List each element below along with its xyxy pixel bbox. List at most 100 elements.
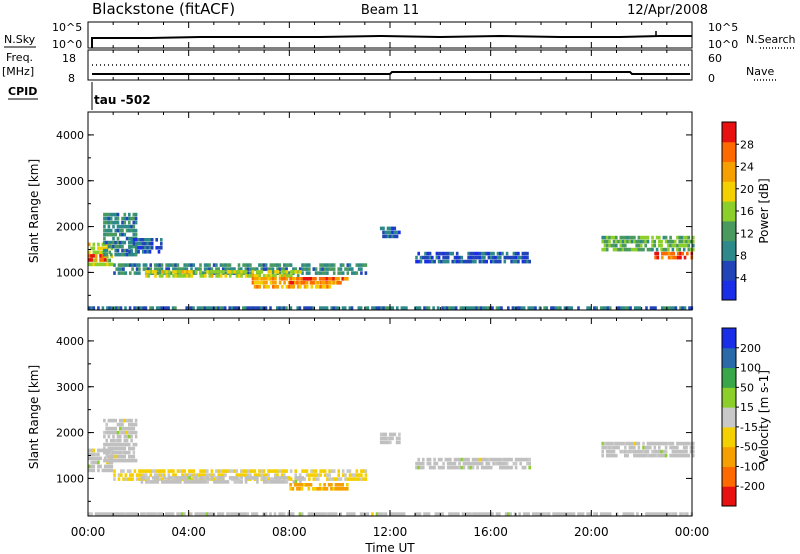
velocity-cell [655,453,659,458]
velocity-cell [341,469,345,473]
velocity-cell [384,512,388,516]
power-cell [106,262,109,267]
velocity-cell [258,469,261,473]
velocity-cell [271,477,275,481]
power-cell [426,259,430,264]
power-cell [199,263,202,267]
velocity-cell [119,418,122,423]
velocity-cell [586,512,589,516]
velocity-cell [494,461,497,466]
velocity-cell [382,512,385,516]
power-cell [498,306,501,310]
power-cell [663,251,666,256]
velocity-cell [314,473,318,477]
velocity-cell [608,449,611,454]
power-cell [323,263,327,267]
power-cell [293,281,297,285]
power-cell [522,306,526,310]
power-cell [499,251,502,256]
velocity-cell [646,449,650,454]
power-cell [672,251,675,256]
power-cell [282,306,286,310]
velocity-cell [149,469,152,473]
power-cell [655,235,659,240]
power-cell [258,281,261,285]
velocity-cell [88,468,91,473]
velocity-cell [116,430,120,435]
velocity-cell [377,512,381,516]
velocity-cell [300,483,304,487]
power-cell [106,306,109,310]
power-cell [249,263,252,267]
power-cell [217,270,221,274]
velocity-cell [660,441,663,446]
power-cell [526,255,529,260]
velocity-colorbar-swatch [722,486,736,507]
velocity-cell [487,461,491,466]
power-cell [337,271,340,275]
power-cell [512,255,516,260]
velocity-cell [428,461,432,466]
power-cell [135,250,138,254]
power-cell [131,267,134,271]
velocity-cell [158,473,162,477]
power-cell [123,248,127,253]
velocity-cell [672,512,675,516]
power-cell [319,285,323,289]
power-cell [444,259,448,264]
velocity-cell [267,469,270,473]
power-cell [128,250,131,254]
power-cell [382,306,385,310]
velocity-cell [201,473,205,477]
power-cell [321,281,324,285]
velocity-cell [466,512,469,516]
velocity-cell [346,487,349,491]
power-cell [112,232,115,237]
power-cell [253,285,257,289]
power-cell [105,228,108,233]
power-cell [256,281,259,285]
velocity-cell [310,469,313,473]
power-cell [112,236,115,241]
power-cell [190,270,193,274]
y-tick-label: 4000 [56,335,84,348]
power-cell [683,306,687,310]
velocity-cell [319,473,322,477]
power-cell [303,263,306,267]
velocity-cell [117,512,120,516]
power-cell [155,306,159,310]
velocity-cell [121,454,124,459]
power-cell [133,263,137,267]
velocity-cell [278,476,282,480]
velocity-cell [199,476,203,480]
velocity-cell [289,469,293,473]
power-cell [319,271,322,275]
power-cell [626,235,629,240]
power-cell [214,306,218,310]
power-cell [262,267,266,271]
power-cell [124,306,127,310]
velocity-cell [119,450,122,455]
velocity-cell [519,457,522,462]
velocity-cell [612,445,616,450]
power-cell [474,255,477,260]
power-cell [377,306,381,310]
velocity-cell [692,441,695,446]
velocity-cell [334,483,338,487]
power-cell [291,281,295,285]
power-cell [258,274,261,278]
velocity-cell [651,453,654,458]
velocity-cell [678,449,681,454]
power-cell [244,263,248,267]
power-cell [274,277,277,281]
velocity-cell [237,477,241,481]
power-cell [312,281,315,285]
velocity-cell [360,473,363,477]
power-cell [233,270,237,274]
power-cell [97,242,100,247]
power-cell [251,281,255,285]
power-cell [503,259,507,264]
power-cell [455,251,459,256]
velocity-cell [523,457,527,462]
power-cell [90,262,93,267]
